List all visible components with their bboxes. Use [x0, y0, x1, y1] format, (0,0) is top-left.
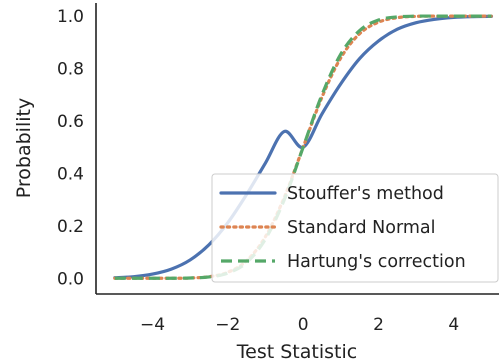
- legend-label-3: Hartung's correction: [287, 252, 466, 272]
- y-tick-label: 0.6: [57, 112, 84, 132]
- x-tick-label: 4: [448, 315, 459, 335]
- x-tick-label: −2: [215, 315, 240, 335]
- y-tick-label: 0.8: [57, 60, 84, 80]
- legend-label-2: Standard Normal: [287, 218, 436, 238]
- series-line-3: [114, 14, 492, 280]
- x-tick-label: 2: [373, 315, 384, 335]
- y-tick-label: 0.2: [57, 217, 84, 237]
- y-tick-label: 1.0: [57, 7, 84, 27]
- y-tick-label: 0.4: [57, 164, 84, 184]
- legend-items: Stouffer's method Standard Normal Hartung'…: [219, 184, 466, 272]
- y-axis-title: Probability: [13, 98, 35, 198]
- y-tick-label: 0.0: [57, 269, 84, 289]
- legend-frame: [211, 173, 499, 283]
- x-tick-label: −4: [140, 315, 165, 335]
- legend: Stouffer's method Standard Normal Hartung'…: [211, 173, 499, 283]
- legend-label-1: Stouffer's method: [287, 184, 444, 204]
- series-layer: [113, 14, 494, 280]
- axes-layer: [95, 3, 499, 295]
- x-axis-title: Test Statistic: [236, 341, 357, 363]
- x-tick-label: 0: [298, 315, 309, 335]
- tick-label-layer: −4 −2 0 2 4 0.0 0.2 0.4 0.6 0.8 1.0: [57, 7, 459, 335]
